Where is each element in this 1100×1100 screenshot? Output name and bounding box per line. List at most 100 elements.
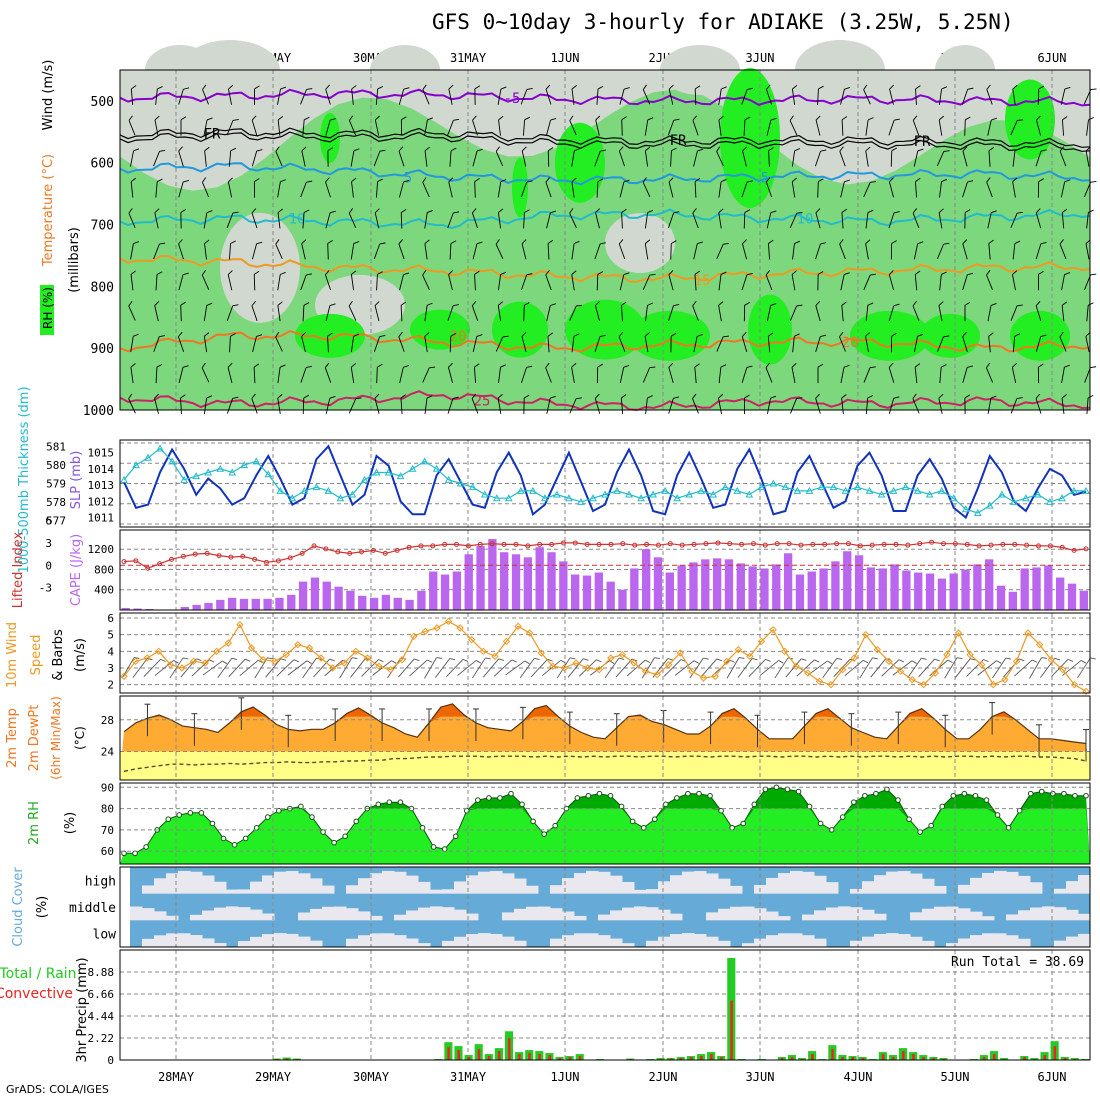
wind-barb	[1037, 178, 1044, 198]
lifted-index-marker	[786, 541, 792, 547]
wind-barb-staff	[644, 212, 649, 229]
thickness-marker	[348, 490, 357, 498]
wind-barb-flag	[600, 242, 606, 245]
surface-wind-barb-flag	[293, 659, 300, 663]
lifted-index-marker	[762, 542, 768, 548]
surface-wind-barb-flag	[654, 657, 660, 660]
wind-barb-flag	[912, 115, 918, 121]
rh2m-marker	[508, 790, 514, 797]
wind-barb-staff	[888, 120, 895, 136]
wind-barb	[251, 300, 258, 322]
wind-barb-flag	[594, 393, 600, 399]
wind-barb-flag	[1017, 119, 1024, 121]
wind-barb-staff	[766, 305, 772, 322]
surface-wind-barb	[944, 657, 963, 679]
lifted-index-marker	[715, 540, 721, 546]
surface-wind-barb-flag	[814, 659, 820, 663]
wind-barb-flag	[574, 148, 580, 152]
thickness-marker	[745, 490, 754, 498]
cloud-gap	[502, 873, 515, 894]
surface-wind-barb-staff	[907, 657, 922, 679]
wind-barb-flag	[867, 117, 874, 121]
cloud-gap	[778, 873, 791, 894]
wind-barb	[1035, 301, 1042, 322]
wind-barb	[447, 396, 459, 414]
wind-barb-staff	[373, 151, 381, 167]
rh2m-marker	[729, 824, 735, 831]
wind-barb	[741, 273, 753, 291]
cloud-gap	[322, 885, 335, 894]
wind-barb-staff	[765, 274, 773, 291]
surface-wind-barb	[1029, 657, 1047, 679]
rh-saturated-pocket	[748, 294, 792, 365]
rh2m-marker	[519, 801, 525, 808]
wind-barb-staff	[815, 336, 821, 352]
cloud-gap	[190, 871, 203, 894]
rh2m-tick-label: 80	[101, 803, 114, 816]
rh-saturated-pocket	[1010, 310, 1070, 361]
lifted-index-marker	[572, 540, 578, 546]
wind-barb-staff	[741, 243, 748, 260]
thickness-marker	[709, 490, 718, 498]
wind-barb-staff	[1035, 212, 1042, 229]
rh2m-marker	[452, 833, 459, 840]
wind-barb-staff	[670, 243, 672, 260]
wind-barb-staff	[913, 243, 919, 260]
wind-barb-flag	[474, 270, 480, 275]
wind-barb	[962, 146, 968, 167]
rh2m-marker	[342, 833, 348, 840]
wind-barb	[398, 331, 405, 352]
wind-axis-label-3: & Barbs	[51, 629, 66, 681]
wind-barb-staff	[203, 336, 208, 353]
wind-speed-marker	[491, 652, 499, 661]
wind-barb-flag	[327, 332, 333, 337]
cloud-gap	[946, 906, 959, 921]
wind-barb-staff	[986, 89, 993, 105]
cloud-gap	[730, 885, 743, 894]
date-label-bottom: 31MAY	[450, 1070, 487, 1084]
cloud-gap	[250, 936, 263, 947]
cape-tick-label: 400	[94, 584, 114, 597]
wind-barb-staff	[1086, 397, 1089, 415]
surface-wind-barb	[228, 658, 251, 678]
surface-wind-barb-staff	[796, 659, 815, 677]
wind-barb	[644, 146, 651, 167]
wind-barb-flag	[965, 116, 971, 121]
wind-speed-marker	[247, 644, 256, 652]
surface-wind-barb	[494, 659, 517, 677]
wind-speed-marker	[607, 654, 615, 662]
lifted-index-marker	[750, 541, 756, 547]
wind-barb-flag	[718, 301, 724, 306]
wind-tick-label: 4	[107, 645, 114, 658]
wind-speed-marker	[560, 664, 569, 672]
wind-barb-staff	[912, 120, 920, 136]
wind-barb	[817, 85, 824, 105]
wind-barb-staff	[545, 367, 552, 383]
wind-barb-staff	[447, 120, 454, 136]
millibars-label: (millibars)	[67, 227, 82, 293]
wind-speed-marker	[143, 654, 151, 662]
lifted-index-marker	[192, 551, 198, 557]
surface-wind-barb-flag	[182, 657, 189, 660]
wind-barb-flag	[1088, 117, 1094, 121]
wind-barb-staff	[1012, 336, 1016, 353]
surface-wind-barb-staff	[759, 660, 779, 676]
wind-barb-staff	[718, 88, 722, 105]
wind-speed-marker	[943, 650, 951, 659]
slp-tick-label: 1014	[88, 463, 115, 476]
wind-barb-staff	[422, 182, 430, 198]
wind-barb	[936, 242, 950, 260]
surface-wind-barb-staff	[154, 660, 174, 676]
wind-barb-flag	[938, 301, 944, 306]
surface-wind-barb	[154, 660, 179, 676]
wind-axis-label-2: Speed	[29, 635, 44, 676]
wind-barb-flag	[841, 394, 847, 399]
wind-barb	[962, 180, 974, 198]
wind-barb-flag	[649, 366, 656, 369]
wind-barb-flag	[818, 178, 824, 182]
wind-barb-staff	[768, 150, 770, 167]
surface-wind-barb-staff	[339, 657, 353, 679]
surface-wind-barb	[519, 657, 540, 678]
cloud-gap	[514, 940, 527, 947]
wind-barb-staff	[889, 89, 894, 105]
